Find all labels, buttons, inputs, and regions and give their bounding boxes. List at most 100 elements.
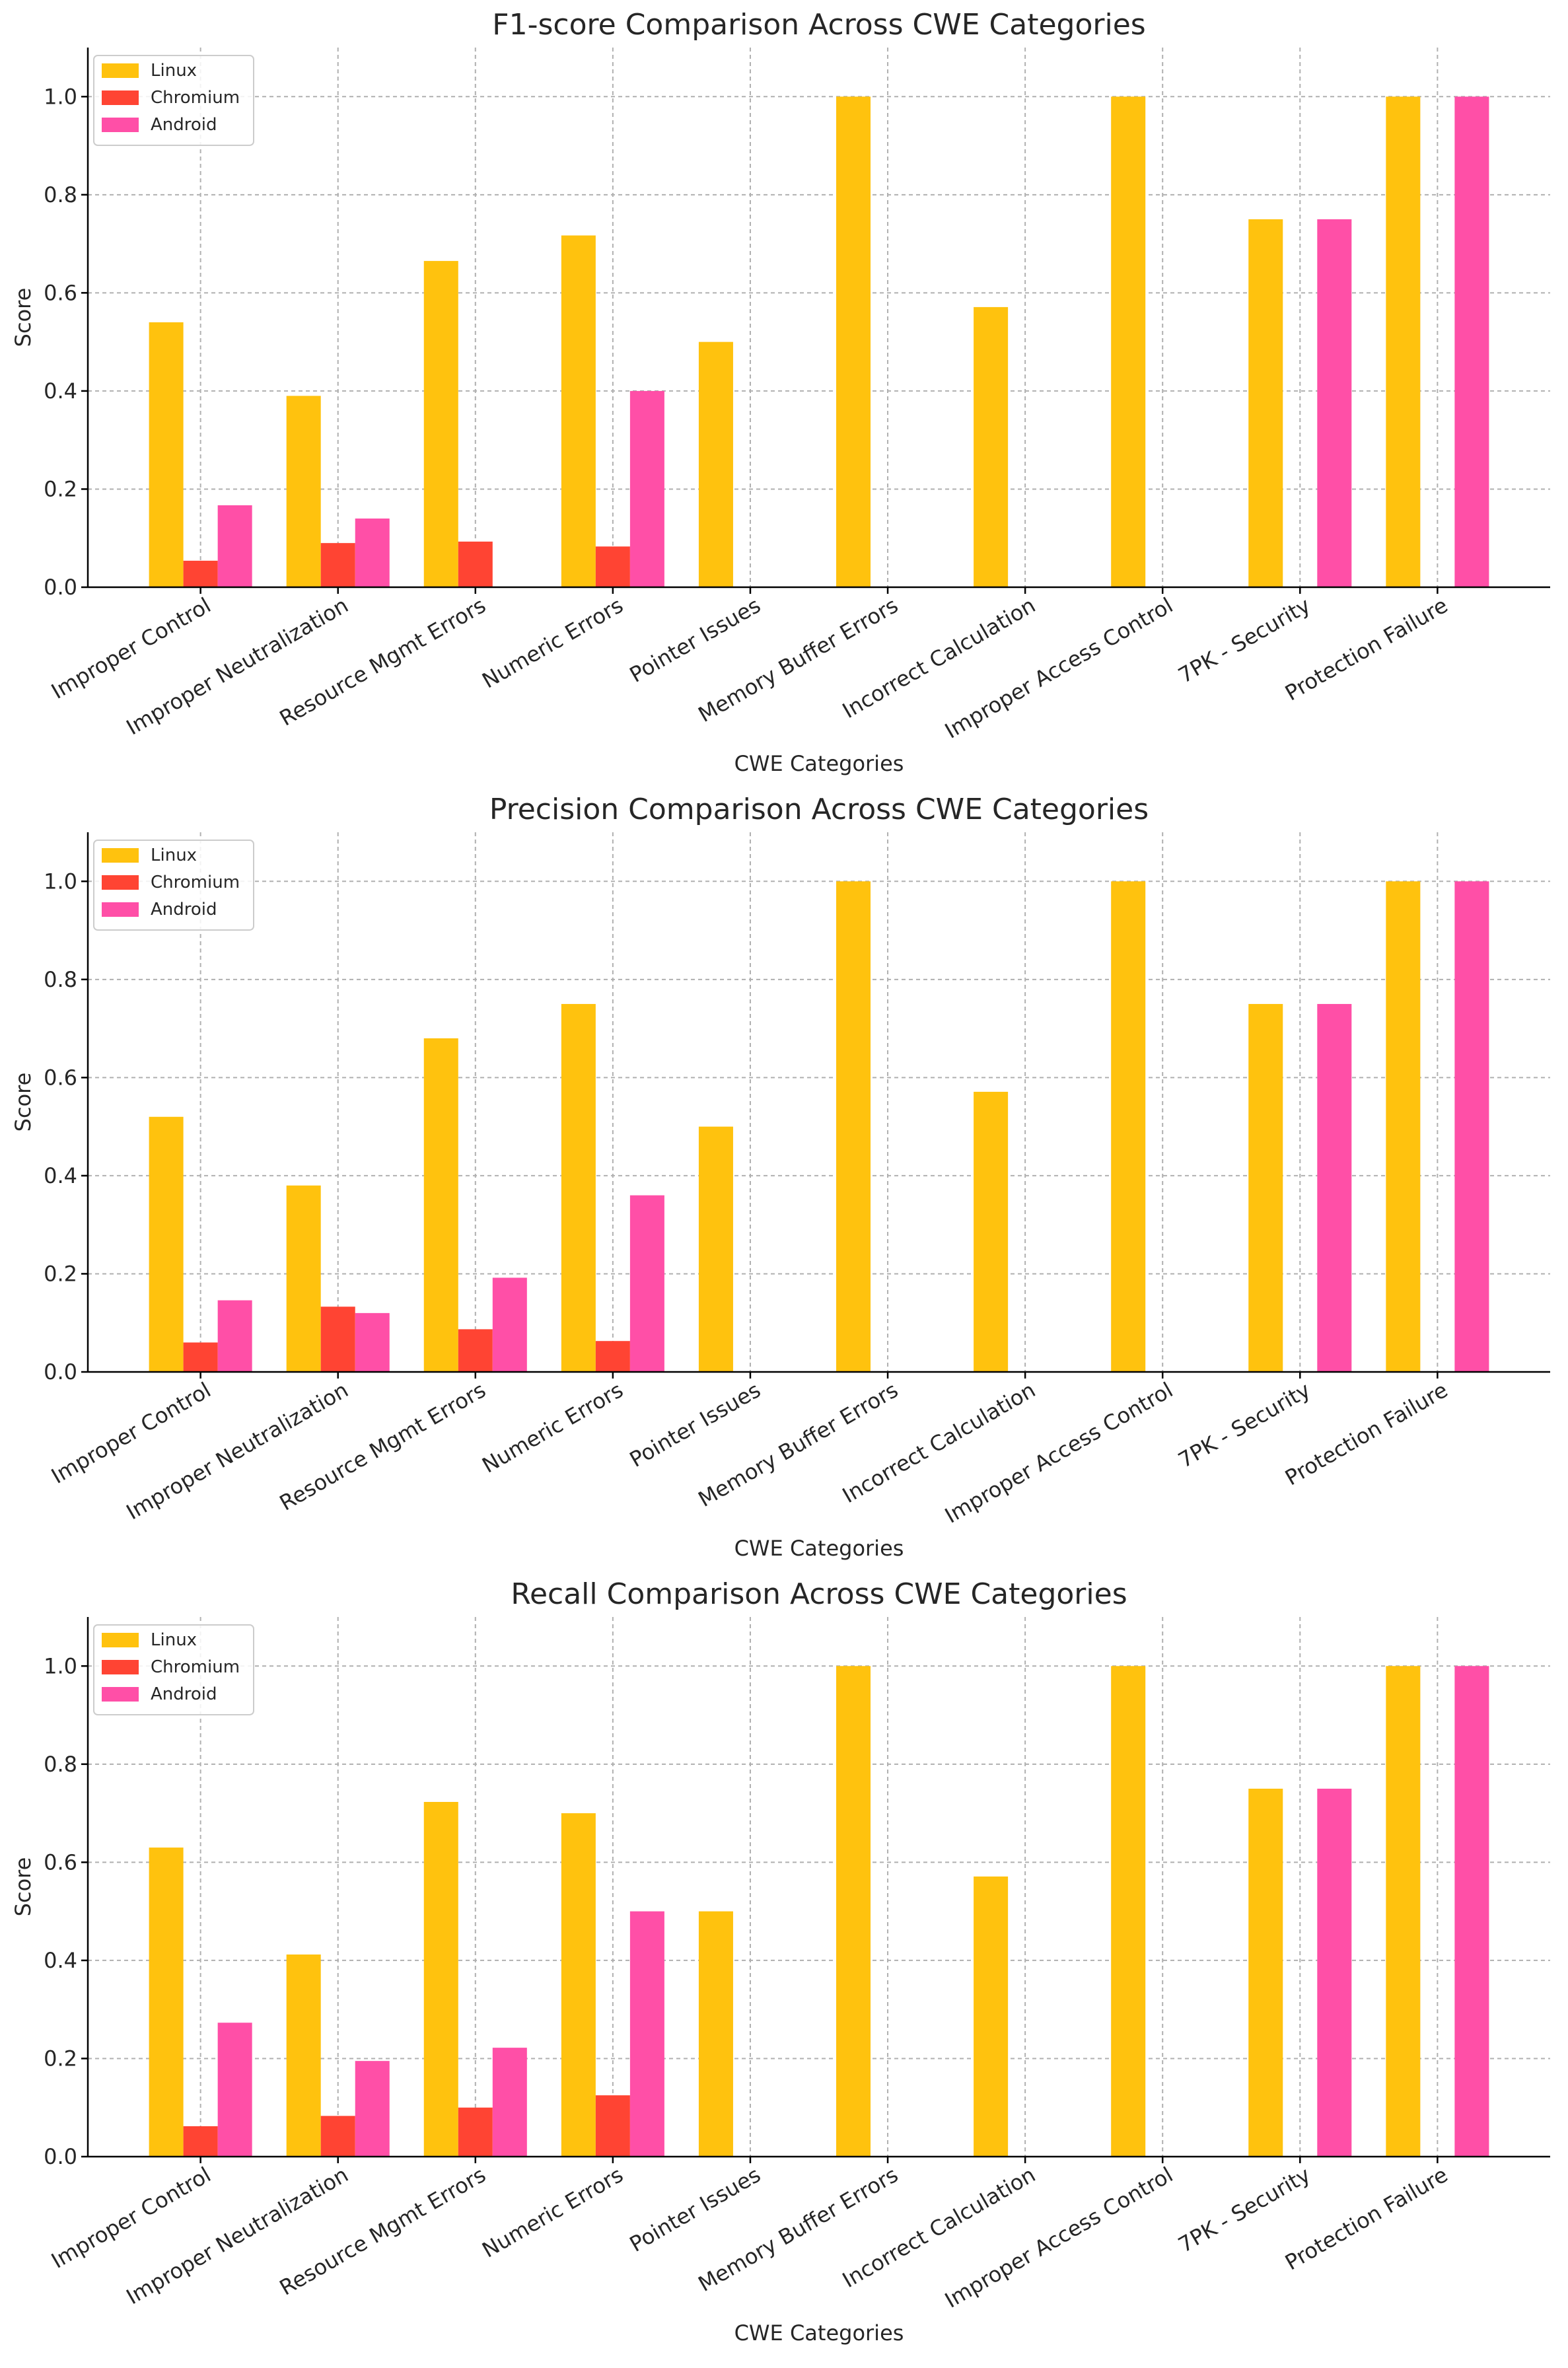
bar-linux-6 (836, 1666, 871, 2157)
x-tick-label: 7PK - Security (1174, 592, 1314, 688)
bar-android-9 (1317, 1003, 1352, 1372)
bar-android-10 (1454, 1666, 1489, 2157)
bar-android-10 (1454, 96, 1489, 588)
bar-chromium-3 (458, 541, 493, 587)
bar-chromium-1 (183, 560, 218, 587)
x-tick-label: 7PK - Security (1174, 1377, 1314, 1473)
x-tick-label: Improper Neutralization (122, 592, 353, 740)
bar-linux-9 (1248, 219, 1283, 587)
x-tick-label: Improper Neutralization (122, 2162, 353, 2309)
legend-label-chromium: Chromium (151, 873, 240, 892)
legend-swatch-linux (102, 63, 139, 78)
bar-linux-7 (974, 1091, 1009, 1372)
y-axis-label: Score (11, 1073, 36, 1132)
bar-linux-3 (423, 261, 458, 587)
chart-title: Recall Comparison Across CWE Categories (511, 1577, 1127, 1611)
x-tick-label: Improper Neutralization (122, 1377, 353, 1525)
y-tick-label: 0.2 (44, 1261, 77, 1286)
x-tick-label: Pointer Issues (625, 1377, 765, 1472)
bar-android-2 (355, 519, 390, 587)
bar-linux-1 (149, 322, 184, 587)
y-tick-label: 0.8 (44, 1752, 77, 1777)
x-tick-label: Numeric Errors (478, 2162, 627, 2263)
y-tick-label: 1.0 (44, 84, 77, 109)
y-tick-label: 0.8 (44, 967, 77, 992)
bar-chromium-1 (183, 1342, 218, 1372)
legend-swatch-android (102, 902, 139, 917)
legend-label-linux: Linux (151, 845, 197, 865)
x-tick-label: Pointer Issues (625, 2162, 765, 2257)
y-tick-label: 0.0 (44, 575, 77, 600)
bar-android-9 (1317, 219, 1352, 587)
bar-linux-5 (698, 1911, 733, 2157)
bar-linux-10 (1386, 881, 1421, 1372)
bar-linux-9 (1248, 1788, 1283, 2157)
y-tick-label: 0.6 (44, 1065, 77, 1090)
bar-chromium-2 (320, 543, 355, 587)
bar-android-1 (217, 1300, 252, 1372)
y-tick-label: 0.2 (44, 2046, 77, 2071)
bar-linux-5 (698, 341, 733, 587)
bar-chromium-4 (595, 546, 630, 587)
bar-android-1 (217, 505, 252, 587)
bar-linux-7 (974, 1876, 1009, 2157)
bar-chromium-2 (320, 2116, 355, 2157)
chart-title: Precision Comparison Across CWE Categori… (489, 793, 1149, 826)
bar-linux-10 (1386, 96, 1421, 588)
bar-linux-1 (149, 1116, 184, 1372)
bar-linux-4 (561, 1003, 596, 1372)
legend: Linux Chromium Android (93, 840, 254, 931)
bar-linux-3 (423, 1038, 458, 1372)
legend-label-chromium: Chromium (151, 1657, 240, 1677)
bar-linux-2 (286, 396, 321, 587)
bar-android-9 (1317, 1788, 1352, 2157)
bar-linux-8 (1111, 96, 1146, 588)
y-tick-label: 0.4 (44, 1948, 77, 1973)
legend-swatch-linux (102, 1633, 139, 1647)
legend-label-android: Android (151, 115, 217, 135)
bar-android-2 (355, 1312, 390, 1372)
y-tick-label: 1.0 (44, 1653, 77, 1678)
legend-swatch-chromium (102, 90, 139, 105)
legend-label-android: Android (151, 1684, 217, 1704)
bar-linux-7 (974, 306, 1009, 587)
bar-chromium-3 (458, 2107, 493, 2157)
x-tick-label: Improper Access Control (941, 2162, 1177, 2313)
bar-chromium-3 (458, 1329, 493, 1372)
y-tick-label: 1.0 (44, 869, 77, 894)
x-tick-label: 7PK - Security (1174, 2162, 1314, 2258)
x-axis-label: CWE Categories (734, 751, 904, 776)
y-tick-label: 0.6 (44, 280, 77, 305)
legend-swatch-android (102, 1687, 139, 1702)
bar-linux-3 (423, 1802, 458, 2157)
bar-android-3 (492, 1277, 527, 1372)
bar-chromium-1 (183, 2126, 218, 2157)
bar-linux-9 (1248, 1003, 1283, 1372)
legend-label-linux: Linux (151, 1630, 197, 1650)
x-tick-label: Improper Access Control (941, 592, 1177, 744)
bar-linux-2 (286, 1185, 321, 1372)
bar-linux-6 (836, 881, 871, 1372)
legend-swatch-android (102, 118, 139, 132)
bar-linux-2 (286, 1954, 321, 2157)
x-axis-label: CWE Categories (734, 1536, 904, 1561)
bar-linux-5 (698, 1126, 733, 1372)
bar-android-2 (355, 2061, 390, 2157)
chart-panel-2: Precision Comparison Across CWE Categori… (11, 793, 1550, 1561)
chart-panel-1: F1-score Comparison Across CWE Categorie… (11, 8, 1550, 776)
chart-panel-3: Recall Comparison Across CWE Categories 0… (11, 1577, 1550, 2346)
y-tick-label: 0.6 (44, 1849, 77, 1875)
bar-android-1 (217, 2023, 252, 2157)
x-tick-label: Pointer Issues (625, 592, 765, 688)
x-tick-label: Improper Access Control (941, 1377, 1177, 1528)
bar-linux-10 (1386, 1666, 1421, 2157)
legend: Linux Chromium Android (93, 1624, 254, 1715)
y-tick-label: 0.0 (44, 2144, 77, 2169)
y-tick-label: 0.2 (44, 476, 77, 501)
legend-swatch-linux (102, 848, 139, 863)
x-tick-label: Numeric Errors (478, 592, 627, 694)
chart-title: F1-score Comparison Across CWE Categorie… (492, 8, 1145, 42)
bar-linux-1 (149, 1848, 184, 2157)
